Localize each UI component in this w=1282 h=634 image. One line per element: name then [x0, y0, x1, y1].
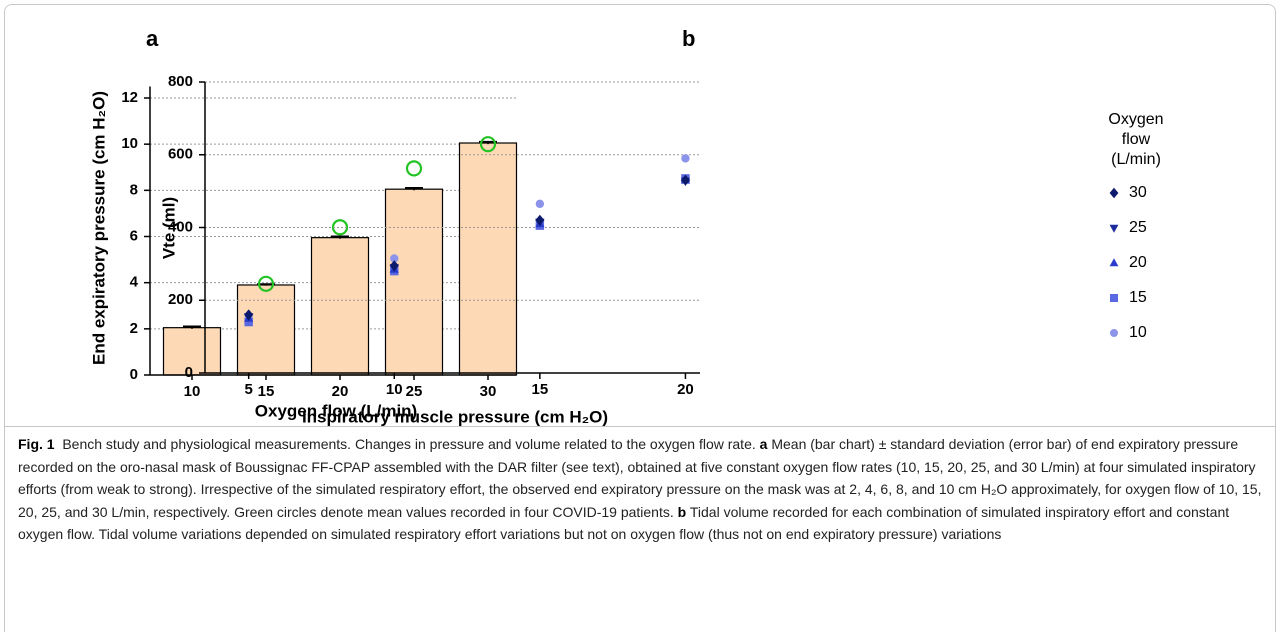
- bar: [162, 327, 222, 376]
- y-axis-title: Vte (ml): [159, 197, 178, 259]
- legend-label: 15: [1129, 289, 1147, 306]
- point: [680, 174, 691, 186]
- y-tick-label: 0: [130, 366, 138, 383]
- point: [1110, 294, 1118, 302]
- point: [535, 214, 545, 226]
- legend-label: 20: [1129, 254, 1147, 271]
- point: [1109, 224, 1119, 233]
- y-tick-label: 10: [121, 135, 138, 152]
- charts: a 0 2 4 6 8 10 12 10 15 20 25 30 End expiratory press…: [89, 26, 1163, 426]
- caption-text: Bench study and physiological measuremen…: [62, 436, 756, 452]
- x-tick-label: 15: [258, 383, 275, 400]
- point: [1109, 187, 1119, 199]
- x-tick-label: 5: [245, 381, 253, 398]
- caption: Fig. 1 Bench study and physiological mea…: [18, 433, 1263, 546]
- y-tick-label: 6: [130, 227, 138, 244]
- x-tick-label: 10: [386, 381, 403, 398]
- y-tick-label: 0: [185, 364, 193, 381]
- y-tick-label: 2: [130, 320, 138, 337]
- legend-label: 10: [1129, 324, 1147, 341]
- x-tick-label: 15: [532, 381, 549, 398]
- x-axis-title: Oxygen flow (L/min): [255, 401, 417, 420]
- x-tick-label: 10: [184, 383, 201, 400]
- x-tick-label: 30: [480, 383, 497, 400]
- caption-text: Tidal volume recorded for each combinati…: [18, 503, 1230, 543]
- y-tick-label: 600: [168, 146, 193, 163]
- y-axis-title: End expiratory pressure (cm H₂O): [89, 91, 108, 365]
- x-axis-title: Inspiratory muscle pressure (cm H₂O): [302, 407, 608, 426]
- y-tick-label: 400: [168, 218, 193, 235]
- point: [390, 254, 399, 263]
- y-tick-label: 4: [130, 274, 139, 291]
- x-tick-label: 20: [677, 381, 694, 398]
- figure-frame: [4, 4, 1276, 632]
- point: [389, 260, 399, 272]
- caption-key: b: [677, 503, 687, 520]
- point: [1109, 258, 1119, 267]
- y-tick-label: 8: [130, 181, 138, 198]
- bar: [458, 142, 518, 376]
- point: [535, 199, 545, 209]
- y-tick-label: 12: [121, 89, 138, 106]
- x-tick-label: 20: [332, 383, 349, 400]
- legend-label: 25: [1129, 219, 1147, 236]
- x-tick-label: 25: [406, 383, 423, 400]
- point: [244, 317, 253, 327]
- panel-label: a: [146, 26, 159, 51]
- legend-title: Oxygen flow (L/min): [1108, 111, 1163, 168]
- panel-label: b: [682, 26, 695, 51]
- bar: [384, 188, 444, 376]
- separator: [5, 426, 1275, 427]
- bar: [236, 284, 296, 376]
- point: [1110, 329, 1118, 337]
- bar: [310, 237, 370, 376]
- y-tick-label: 800: [168, 73, 193, 90]
- patient-marker: [479, 136, 497, 153]
- caption-label: Fig. 1: [18, 436, 55, 452]
- y-tick-label: 200: [168, 291, 193, 308]
- caption-key: a: [759, 436, 768, 452]
- patient-marker: [257, 275, 275, 292]
- legend-label: 30: [1129, 184, 1147, 201]
- point: [244, 309, 254, 321]
- patient-marker: [331, 219, 349, 236]
- caption-text: Mean (bar chart) ± standard deviation (e…: [18, 436, 1262, 520]
- point: [681, 154, 690, 163]
- patient-marker: [405, 160, 423, 177]
